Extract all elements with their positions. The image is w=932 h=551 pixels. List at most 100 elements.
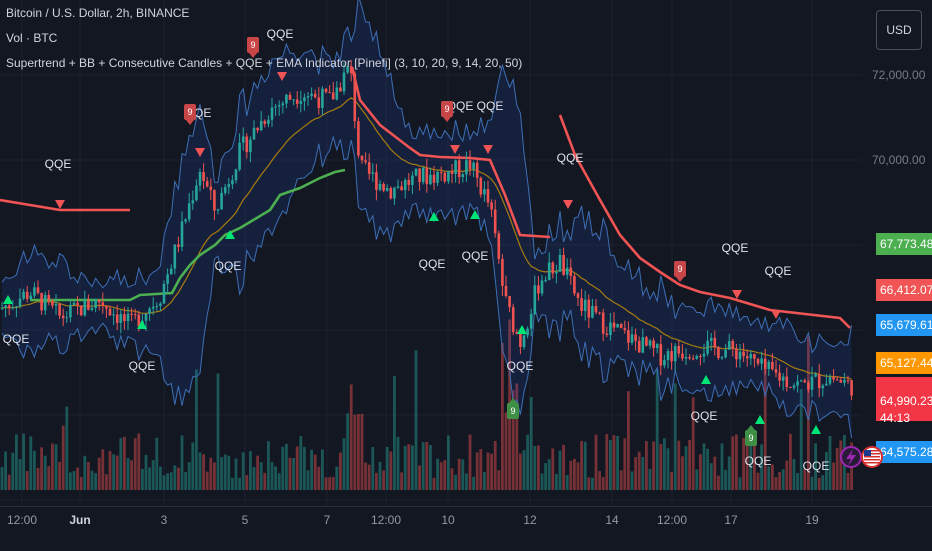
volume-bar: [0, 467, 4, 490]
candle-body: [213, 190, 216, 211]
volume-bar: [562, 444, 565, 490]
volume-bar: [241, 452, 245, 490]
volume-bar: [774, 476, 778, 490]
volume-bar: [238, 477, 241, 490]
count-badge-text: 9: [677, 264, 682, 274]
candle-body: [742, 351, 745, 357]
price-label-5: 44:13: [880, 411, 910, 425]
flag-stripe: [864, 456, 880, 458]
candle-body: [0, 307, 4, 309]
qqe-buy-label: QQE: [215, 259, 242, 273]
volume-bar: [789, 433, 792, 490]
volume-bar: [234, 458, 238, 490]
volume-bar: [781, 469, 785, 490]
candle-body: [781, 376, 785, 381]
time-axis[interactable]: [0, 506, 932, 551]
time-tick-6: 10: [441, 513, 455, 527]
volume-bar: [601, 477, 605, 490]
volume-bar: [594, 434, 598, 490]
candle-body: [825, 383, 828, 386]
candle-body: [519, 333, 522, 347]
candle-body: [601, 312, 605, 334]
volume-bar: [357, 413, 360, 490]
candle-body: [101, 302, 105, 307]
candle-body: [7, 305, 11, 309]
symbol-legend[interactable]: Bitcoin / U.S. Dollar, 2h, BINANCE: [6, 6, 190, 20]
volume-bar: [454, 474, 457, 490]
volume-bar: [187, 462, 191, 490]
candle-body: [562, 254, 565, 275]
candle-body: [274, 106, 277, 108]
candle-body: [346, 66, 349, 73]
candle-body: [659, 344, 663, 366]
qqe-sell-label: QQE: [447, 99, 474, 113]
candle-body: [501, 259, 504, 286]
volume-bar: [295, 446, 299, 490]
volume-bar: [177, 467, 180, 490]
qqe-sell-arrow: [483, 145, 493, 154]
candle-body: [411, 175, 414, 185]
candle-body: [547, 262, 551, 281]
volume-bar: [184, 471, 187, 490]
volume-bar: [839, 440, 843, 490]
candle-body: [169, 268, 173, 275]
time-axis-ticks: 12:00 Jun 3 5 7 12:00 10 12 14 12:00 17 19: [7, 513, 819, 527]
candle-body: [83, 299, 87, 316]
candle-body: [241, 136, 245, 143]
volume-bar: [778, 471, 781, 490]
qqe-buy-arrow: [3, 295, 13, 304]
currency-button[interactable]: USD: [876, 10, 922, 50]
qqe-sell-arrow: [450, 145, 460, 154]
qqe-sell-arrow: [55, 200, 65, 209]
candle-body: [421, 167, 425, 183]
time-tick-1: Jun: [69, 513, 90, 527]
volume-bar: [371, 447, 375, 490]
candle-body: [645, 337, 648, 346]
candle-body: [583, 299, 587, 311]
candle-body: [627, 330, 630, 343]
volume-bar: [61, 425, 65, 490]
volume-bar: [439, 462, 443, 490]
indicator-legend[interactable]: Supertrend + BB + Consecutive Candles + …: [6, 56, 523, 70]
volume-bar: [141, 468, 144, 490]
count-badge: 9: [674, 261, 686, 282]
volume-bar: [709, 463, 713, 490]
volume-bar: [227, 455, 231, 490]
volume-bar: [25, 471, 29, 490]
volume-bar: [18, 459, 22, 490]
volume-bar: [616, 435, 619, 490]
volume-legend[interactable]: Vol · BTC: [6, 31, 58, 45]
candle-body: [677, 346, 681, 354]
candle-body: [447, 171, 450, 182]
volume-bar: [115, 455, 119, 490]
candle-body: [796, 381, 799, 386]
candle-body: [623, 328, 627, 331]
volume-bar: [785, 460, 789, 490]
volume-bar: [533, 446, 537, 490]
qqe-sell-label: QQE: [722, 241, 749, 255]
candle-body: [763, 358, 767, 369]
candle-body: [389, 188, 393, 199]
candle-body: [11, 307, 15, 309]
candle-body: [299, 101, 303, 104]
candle-body: [436, 171, 439, 183]
time-tick-7: 12: [523, 513, 537, 527]
candle-body: [565, 267, 569, 275]
volume-bar: [702, 443, 706, 490]
volume-bar: [659, 444, 663, 490]
volume-bar: [472, 476, 475, 490]
flag-stripe: [864, 450, 880, 452]
volume-bar: [627, 391, 630, 490]
volume-bar: [810, 476, 814, 490]
candle-body: [115, 314, 119, 323]
price-labels: 67,773.48 66,412.07 65,679.61 65,127.44 64,9…: [876, 233, 932, 463]
volume-bar: [609, 440, 612, 490]
volume-bar: [137, 433, 141, 490]
candle-body: [396, 186, 400, 188]
candle-body: [828, 376, 832, 384]
count-badge-text: 9: [510, 406, 515, 416]
candle-body: [87, 299, 90, 310]
volume-bar: [15, 434, 18, 490]
